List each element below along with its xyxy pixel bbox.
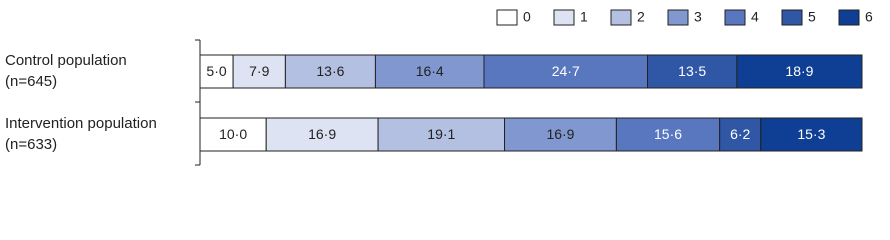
- value-label: 16·9: [546, 126, 574, 142]
- value-label: 19·1: [427, 126, 455, 142]
- legend-swatch: [838, 9, 860, 26]
- legend-label: 5: [808, 9, 816, 25]
- bar-segment: [265, 117, 379, 152]
- legend-swatch: [610, 9, 632, 26]
- legend-label: 0: [523, 9, 531, 25]
- bar-segment: [504, 117, 617, 152]
- value-label: 16·9: [308, 126, 336, 142]
- bar-segment: [647, 54, 738, 89]
- legend-swatch: [724, 9, 746, 26]
- value-label: 13·5: [678, 63, 706, 79]
- value-label: 15·3: [797, 126, 825, 142]
- value-label: 6·2: [730, 126, 750, 142]
- legend-swatch: [667, 9, 689, 26]
- bar-segment: [377, 117, 506, 152]
- value-label: 15·6: [654, 126, 682, 142]
- chart: 0 1 2 3 4 5 6 5·0 7·9 13·6 16·4 24·7 13·5 18·9 10·0 16·…: [5, 9, 873, 166]
- bar-segment: [374, 54, 485, 89]
- value-label: 10·0: [219, 126, 247, 142]
- bar-segment: [284, 54, 376, 89]
- value-label: 24·7: [552, 63, 580, 79]
- category-label: Control population (n=645): [5, 52, 127, 90]
- legend-label: 6: [865, 9, 873, 25]
- value-label: 7·9: [249, 63, 269, 79]
- value-label: 13·6: [316, 63, 344, 79]
- value-label: 16·4: [416, 63, 444, 79]
- bar-segment: [232, 54, 286, 89]
- bar-segment: [615, 117, 721, 152]
- value-label: 18·9: [785, 63, 813, 79]
- bar-segment: [483, 54, 649, 89]
- legend-label: 4: [751, 9, 759, 25]
- value-label: 5·0: [206, 63, 226, 79]
- legend-swatch: [553, 9, 575, 26]
- bar-segment: [760, 117, 863, 152]
- bar-segment: [199, 54, 234, 89]
- plot: 0 1 2 3 4 5 6 5·0 7·9 13·6 16·4 24·7 13·5 18·9 10·0 16·…: [195, 9, 873, 166]
- legend-swatch: [781, 9, 803, 26]
- category-label: Intervention population (n=633): [5, 115, 157, 153]
- bar-segment: [736, 54, 863, 89]
- legend-label: 3: [694, 9, 702, 25]
- legend-label: 2: [637, 9, 645, 25]
- legend-swatch: [496, 9, 518, 26]
- legend-label: 1: [580, 9, 588, 25]
- bar-segment: [199, 117, 267, 152]
